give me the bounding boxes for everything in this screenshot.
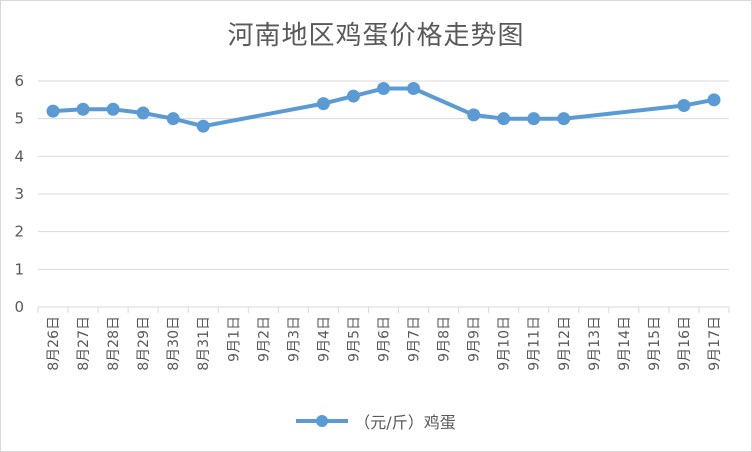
chart-legend: （元/斤）鸡蛋 [1,409,751,433]
x-tick-label: 8月28日 [106,316,122,371]
x-tick-label: 9月17日 [707,316,723,371]
x-tick-label: 9月11日 [527,316,543,371]
x-tick-label: 9月10日 [497,316,513,371]
x-tick-label: 8月27日 [76,316,92,371]
x-tick-label: 9月9日 [467,316,483,362]
legend-series-marker [296,414,349,428]
y-tick-label: 2 [14,223,24,241]
series-point [316,97,330,111]
x-tick-label: 9月8日 [437,316,453,362]
series-point [467,108,481,122]
x-tick-label: 8月31日 [196,316,212,371]
x-tick-label: 9月2日 [256,316,272,362]
x-tick-label: 9月6日 [377,316,393,362]
series-point [136,106,150,120]
x-tick-label: 9月16日 [677,316,693,371]
x-tick-label: 9月3日 [286,316,302,362]
x-tick-label: 8月29日 [136,316,152,371]
x-tick-label: 9月15日 [647,316,663,371]
series-point [76,102,90,116]
series-point [407,82,421,96]
x-tick-label: 9月7日 [407,316,423,362]
x-tick-label: 9月14日 [617,316,633,371]
y-tick-label: 1 [14,260,24,278]
x-tick-label: 9月13日 [587,316,603,371]
chart-title: 河南地区鸡蛋价格走势图 [227,21,525,51]
x-tick-label: 8月26日 [46,316,62,371]
series-point [346,89,360,103]
y-tick-label: 5 [14,110,24,128]
series-point [106,102,120,116]
x-tick-label: 9月1日 [226,316,242,362]
y-tick-label: 6 [14,72,24,90]
series-point [46,104,60,118]
series-point [557,112,571,126]
y-tick-label: 0 [14,298,24,316]
series-point [196,119,210,133]
y-tick-label: 3 [14,185,24,203]
series-point [707,93,721,107]
x-tick-label: 9月12日 [557,316,573,371]
x-tick-label: 8月30日 [166,316,182,371]
x-tick-label: 9月5日 [346,316,362,362]
series-line [51,86,716,129]
y-tick-label: 4 [14,147,24,165]
series-point [677,98,691,112]
legend-series-label: （元/斤）鸡蛋 [354,413,456,432]
series-point [527,112,541,126]
series-point [166,112,180,126]
series-point [497,112,511,126]
x-tick-label: 9月4日 [316,316,332,362]
series-point [377,82,390,96]
